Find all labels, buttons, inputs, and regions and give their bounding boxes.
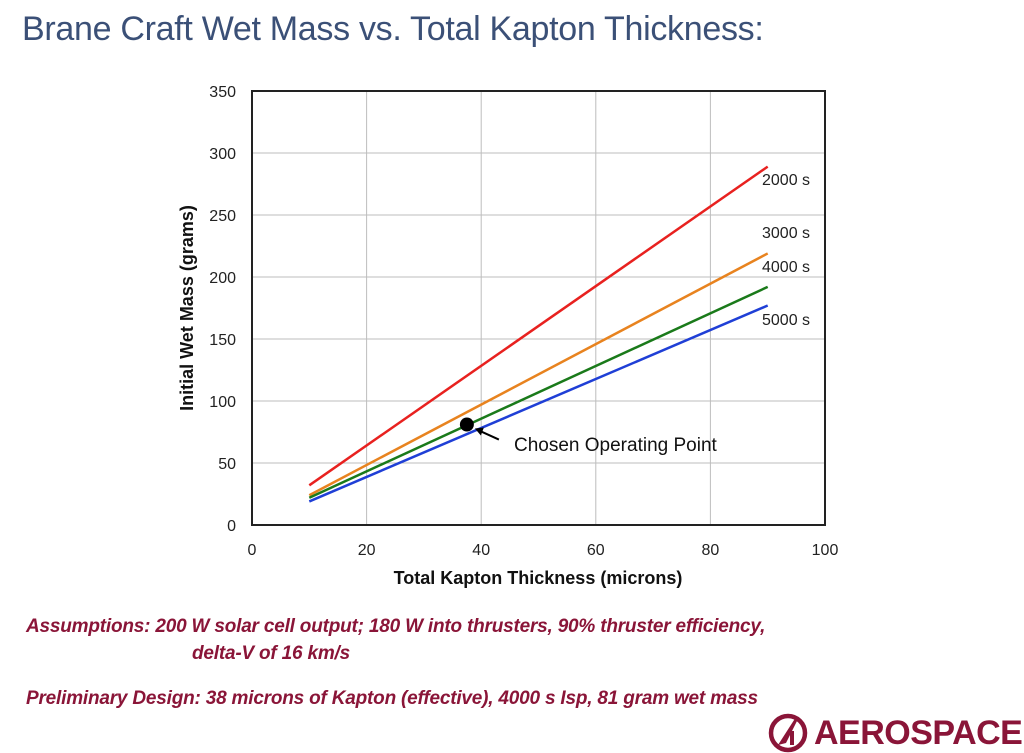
preliminary-design-text: Preliminary Design: 38 microns of Kapton… (26, 688, 758, 709)
x-tick-label: 100 (812, 542, 839, 559)
y-tick-label: 200 (209, 270, 236, 287)
x-tick-label: 20 (358, 542, 376, 559)
y-axis-label: Initial Wet Mass (grams) (177, 205, 197, 411)
series-line (308, 252, 769, 497)
x-tick-label: 60 (587, 542, 605, 559)
x-tick-label: 80 (702, 542, 720, 559)
chart-annotations: Chosen Operating Point (459, 417, 718, 456)
y-tick-label: 150 (209, 332, 236, 349)
y-axis-ticks: 0 50 100 150 200 250 300 350 (209, 84, 236, 535)
y-tick-label: 100 (209, 394, 236, 411)
y-tick-label: 0 (227, 518, 236, 535)
y-tick-label: 50 (218, 456, 236, 473)
series-label: 3000 s (762, 225, 810, 242)
series-line (308, 285, 769, 499)
x-axis-label: Total Kapton Thickness (microns) (394, 568, 683, 588)
plot-frame (251, 90, 826, 526)
series-line (308, 165, 769, 487)
y-tick-label: 250 (209, 208, 236, 225)
assumptions-text: Assumptions: 200 W solar cell output; 18… (26, 616, 766, 637)
series-label: 5000 s (762, 312, 810, 329)
logo-text: AEROSPACE (814, 713, 1023, 752)
arrow-head-icon (474, 427, 484, 436)
x-tick-label: 0 (248, 542, 257, 559)
y-tick-label: 350 (209, 84, 236, 101)
y-tick-label: 300 (209, 146, 236, 163)
assumptions-text-cont: delta-V of 16 km/s (192, 643, 350, 664)
x-tick-label: 40 (472, 542, 490, 559)
operating-point-label: Chosen Operating Point (514, 435, 718, 456)
aerospace-logo: AEROSPACE (768, 713, 1023, 753)
line-chart: 0 50 100 150 200 250 300 350 0 20 40 60 80 100 2000 … (177, 84, 839, 588)
chart-series: 2000 s 3000 s 4000 s 5000 s (308, 165, 810, 503)
chart-grid (251, 90, 826, 526)
operating-point-marker (459, 417, 474, 432)
x-axis-ticks: 0 20 40 60 80 100 (248, 542, 839, 559)
series-label: 4000 s (762, 259, 810, 276)
series-label: 2000 s (762, 172, 810, 189)
series-line (308, 304, 769, 503)
page-title: Brane Craft Wet Mass vs. Total Kapton Th… (22, 10, 764, 48)
aerospace-a-logo-icon (768, 713, 808, 753)
